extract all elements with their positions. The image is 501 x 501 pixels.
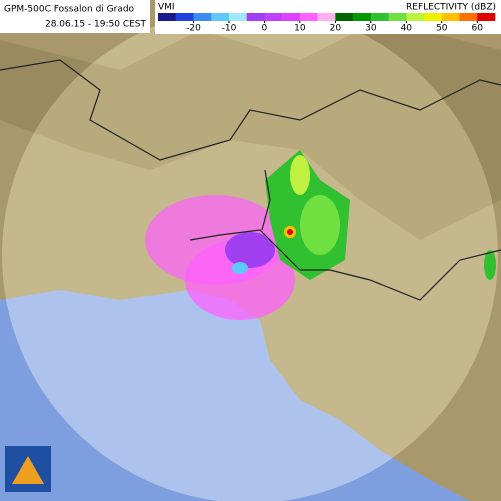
legend-tick-label: 40 bbox=[401, 24, 413, 34]
sea-in-range bbox=[2, 290, 470, 501]
legend-swatch bbox=[441, 13, 460, 21]
product: VMI bbox=[158, 3, 175, 13]
legend-tick-label: -20 bbox=[186, 24, 201, 34]
echo bbox=[287, 229, 293, 235]
legend-tick-label: 60 bbox=[472, 24, 484, 34]
legend-swatch bbox=[175, 13, 194, 21]
echo bbox=[300, 195, 340, 255]
border bbox=[0, 59, 501, 161]
legend-tick-label: -10 bbox=[222, 24, 237, 34]
legend-swatch bbox=[211, 13, 230, 21]
legend-tick-label: 30 bbox=[365, 24, 377, 34]
echoes bbox=[145, 150, 496, 320]
echo bbox=[484, 250, 496, 280]
timestamp: 28.06.15 - 19:50 CEST bbox=[45, 20, 147, 30]
border bbox=[261, 169, 271, 231]
legend-swatch bbox=[406, 13, 425, 21]
legend-swatch bbox=[388, 13, 407, 21]
logo-mark bbox=[12, 456, 44, 484]
mountains-in-range bbox=[2, 20, 498, 240]
legend-tick-label: 10 bbox=[294, 24, 306, 34]
legend-swatch bbox=[335, 13, 354, 21]
legend-tick-label: 20 bbox=[330, 24, 342, 34]
legend-swatch bbox=[370, 13, 389, 21]
legend-swatch bbox=[299, 13, 318, 21]
echo bbox=[290, 155, 310, 195]
legend-tick-label: 0 bbox=[262, 24, 268, 34]
legend-swatch bbox=[158, 13, 177, 21]
legend-swatch bbox=[459, 13, 478, 21]
legend-tick-label: 50 bbox=[436, 24, 448, 34]
legend-swatch bbox=[246, 13, 265, 21]
station-name: GPM-500C Fossalon di Grado bbox=[4, 5, 135, 15]
border bbox=[189, 229, 501, 301]
echo bbox=[232, 262, 248, 274]
echo bbox=[225, 232, 275, 268]
legend-swatch bbox=[353, 13, 372, 21]
legend-title: REFLECTIVITY (dBZ) bbox=[406, 3, 496, 13]
header-box bbox=[0, 0, 150, 33]
legend-swatch bbox=[193, 13, 212, 21]
legend-swatch bbox=[282, 13, 301, 21]
legend-swatch bbox=[264, 13, 283, 21]
legend-swatch bbox=[424, 13, 443, 21]
legend-swatch bbox=[477, 13, 496, 21]
legend-swatch bbox=[228, 13, 247, 21]
legend-swatch bbox=[317, 13, 336, 21]
